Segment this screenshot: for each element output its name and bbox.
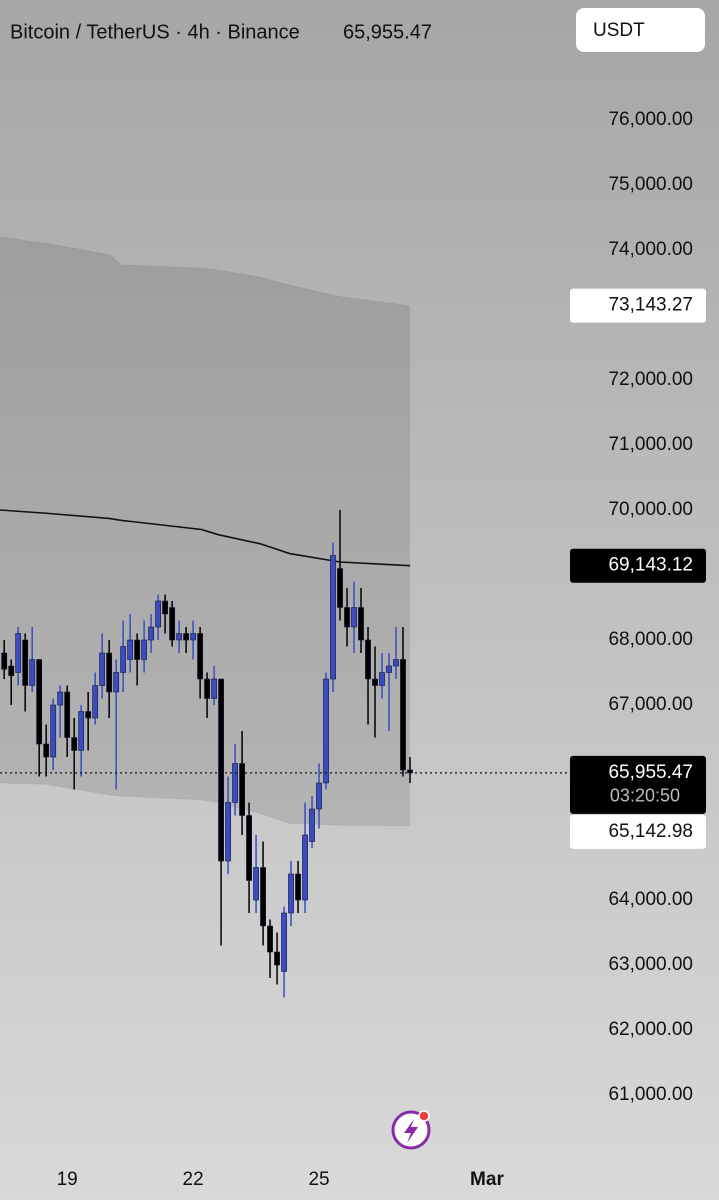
candle-body — [197, 633, 204, 680]
candle-body — [302, 834, 308, 901]
candle-body — [400, 659, 406, 771]
x-tick-label: 19 — [57, 1169, 78, 1190]
price-label: 73,143.27 — [608, 295, 693, 316]
symbol-title: Bitcoin / TetherUS · 4h · Binance — [10, 21, 300, 43]
band-upper — [0, 236, 411, 307]
plot — [0, 236, 570, 998]
y-tick-label: 68,000.00 — [608, 629, 693, 650]
candle-body — [50, 704, 57, 758]
candle-body — [386, 665, 392, 673]
candle-body — [8, 665, 15, 677]
candle-body — [323, 678, 329, 784]
candle-body — [141, 639, 148, 660]
y-tick-label: 61,000.00 — [608, 1084, 693, 1105]
candle-body — [57, 691, 64, 706]
y-tick-label: 70,000.00 — [608, 499, 693, 520]
y-tick-label: 71,000.00 — [608, 434, 693, 455]
candle-body — [253, 867, 259, 901]
candle-body — [239, 763, 245, 816]
candle-body — [232, 763, 238, 803]
candle-body — [22, 639, 29, 686]
candle-body — [183, 633, 189, 641]
price-label: 65,955.47 — [608, 762, 693, 783]
y-tick-label: 62,000.00 — [608, 1019, 693, 1040]
candle-body — [29, 659, 36, 686]
candle-body — [330, 555, 336, 680]
axis: 61,000.00 62,000.00 63,000.00 64,000.00 67,0… — [57, 109, 706, 1190]
price-label: 69,143.12 — [608, 555, 693, 576]
price-label-box — [570, 755, 706, 814]
price-label-box — [570, 814, 706, 849]
candle-body — [1, 652, 8, 670]
currency-button-label[interactable]: USDT — [593, 20, 645, 41]
candle-body — [358, 607, 364, 641]
candle-body — [71, 737, 78, 751]
icon-badge[interactable] — [418, 1110, 430, 1122]
price-label-box — [570, 288, 706, 323]
alert-icon[interactable] — [391, 1110, 431, 1150]
candle-body — [316, 782, 322, 810]
y-tick-label: 75,000.00 — [608, 174, 693, 195]
candle-body — [155, 600, 162, 628]
currency-button-bg[interactable] — [576, 8, 705, 52]
candle-body — [169, 607, 176, 641]
icon-bolt[interactable] — [404, 1119, 418, 1143]
candle-body — [288, 873, 294, 914]
candle-body — [85, 711, 92, 719]
x-tick-label: 25 — [308, 1169, 329, 1190]
candle-body — [246, 815, 252, 881]
candle-body — [64, 691, 71, 738]
candle-body — [190, 633, 197, 641]
candle-body — [351, 607, 357, 628]
candle-body — [78, 711, 85, 751]
x-tick-label: 22 — [183, 1169, 204, 1190]
candle-body — [127, 639, 134, 660]
band-basis — [0, 509, 411, 567]
candle-body — [134, 639, 141, 660]
candle-body — [15, 633, 22, 673]
y-tick-label: 67,000.00 — [608, 694, 693, 715]
candle-body — [337, 568, 343, 608]
price-label: 65,142.98 — [608, 821, 693, 842]
candle-body — [148, 626, 155, 641]
candle-body — [393, 659, 399, 667]
currency-button[interactable]: USDT — [576, 8, 705, 52]
candle-body — [43, 743, 50, 758]
price-label-box — [570, 548, 706, 583]
countdown: 03:20:50 — [610, 786, 680, 806]
candle-body — [281, 912, 287, 972]
candle-body — [267, 925, 273, 953]
candle-body — [379, 672, 385, 686]
candle-body — [225, 802, 231, 862]
candle-body — [218, 678, 225, 862]
y-tick-label: 63,000.00 — [608, 954, 693, 975]
candle-body — [99, 652, 106, 686]
candle-body — [372, 678, 378, 686]
candle-body — [260, 867, 266, 927]
candle-body — [274, 951, 280, 966]
candle-body — [36, 659, 43, 745]
candle-body — [92, 685, 99, 719]
candle-body — [344, 607, 350, 628]
y-tick-label: 74,000.00 — [608, 239, 693, 260]
candle-body — [365, 639, 371, 680]
y-tick-label: 76,000.00 — [608, 109, 693, 130]
candle-body — [113, 672, 120, 693]
header-price: 65,955.47 — [343, 21, 432, 43]
candle-body — [204, 678, 210, 699]
candle-body — [309, 808, 315, 842]
candle-body — [295, 873, 301, 901]
candle-body — [106, 652, 113, 693]
y-tick-label: 72,000.00 — [608, 369, 693, 390]
candle-body — [120, 646, 127, 673]
y-tick-label: 64,000.00 — [608, 889, 693, 910]
candle-body — [176, 633, 183, 641]
candle-body — [162, 600, 169, 615]
candle-body — [211, 678, 217, 699]
x-tick-label: Mar — [470, 1169, 504, 1190]
